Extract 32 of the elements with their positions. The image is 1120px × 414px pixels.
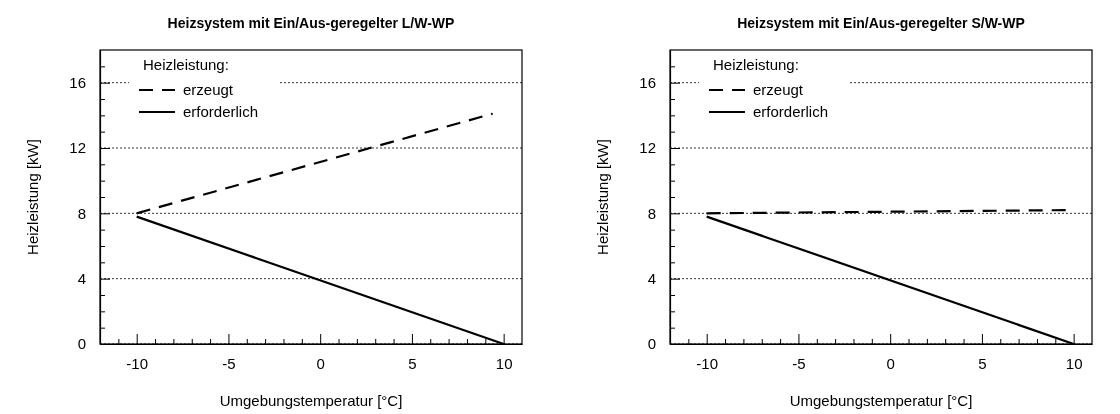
chart-title: Heizsystem mit Ein/Aus-geregelter L/W-WP [167, 15, 455, 31]
y-tick-label: 4 [647, 269, 656, 287]
y-tick-label: 8 [77, 204, 86, 222]
legend-label: erzeugt [183, 81, 234, 98]
x-axis-title: Umgebungstemperatur [°C] [219, 392, 403, 409]
y-axis-title: Heizleistung [kW] [594, 139, 611, 255]
x-tick-label: -5 [792, 354, 806, 372]
x-tick-label: 10 [1065, 354, 1083, 372]
y-tick-label: 0 [647, 335, 656, 353]
x-tick-label: 0 [316, 354, 325, 372]
x-tick-label: 5 [978, 354, 987, 372]
legend-label: erforderlich [183, 103, 259, 120]
legend-label: erzeugt [753, 81, 804, 98]
y-tick-label: 12 [639, 139, 656, 157]
y-tick-label: 16 [69, 73, 86, 91]
x-tick-label: 10 [495, 354, 513, 372]
x-tick-label: 0 [886, 354, 895, 372]
x-tick-label: 5 [408, 354, 417, 372]
x-tick-label: -5 [222, 354, 236, 372]
legend-title: Heizleistung: [143, 56, 229, 73]
y-tick-label: 4 [77, 269, 86, 287]
y-tick-label: 8 [647, 204, 656, 222]
y-axis-title: Heizleistung [kW] [24, 139, 41, 255]
y-tick-label: 12 [69, 139, 86, 157]
legend-label: erforderlich [753, 103, 829, 120]
y-tick-label: 16 [639, 73, 656, 91]
x-tick-label: -10 [696, 354, 719, 372]
y-tick-label: 0 [77, 335, 86, 353]
x-axis-title: Umgebungstemperatur [°C] [789, 392, 973, 409]
legend-title: Heizleistung: [713, 56, 799, 73]
x-tick-label: -10 [126, 354, 149, 372]
chart-title: Heizsystem mit Ein/Aus-geregelter S/W-WP [737, 15, 1025, 31]
